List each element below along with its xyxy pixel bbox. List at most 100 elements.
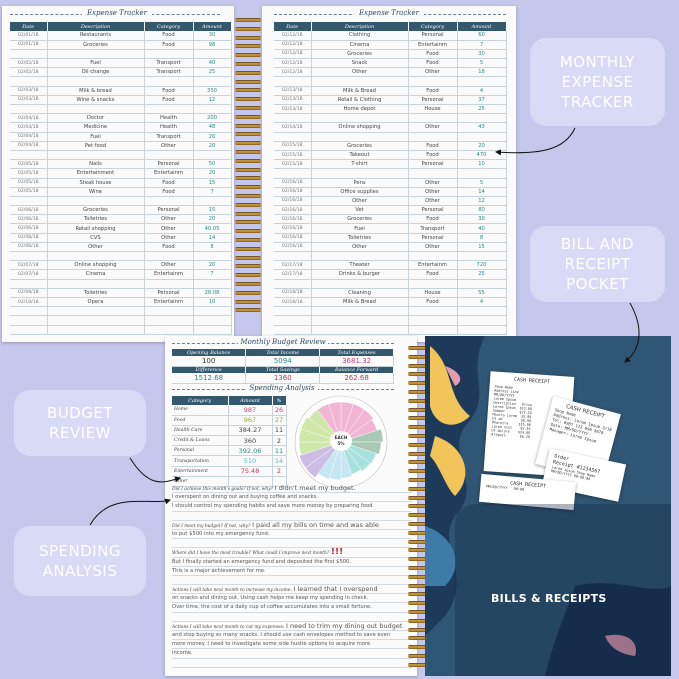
cell-amount: 967 (228, 415, 273, 426)
cell-description (47, 251, 145, 262)
cell-description (311, 306, 409, 317)
cell-date (10, 306, 48, 317)
reflection-answer: income. (172, 650, 193, 657)
cell-amount: 30 (193, 31, 232, 41)
cell-percent: 27 (272, 415, 287, 426)
pie-label-each: EACH (334, 435, 348, 440)
table-row: 02/05/18 Entertainment Entertainm 20 (10, 168, 232, 179)
spiral-ring (235, 264, 261, 269)
cell-category (144, 251, 194, 262)
callout-text: POCKET (566, 275, 629, 293)
spiral-ring (235, 53, 261, 58)
cell-amount: 40 (193, 58, 232, 69)
table-header-row: Date Description Category Amount (10, 22, 232, 31)
spiral-ring (408, 477, 434, 482)
cell-category: Home (172, 405, 229, 416)
table-row (274, 306, 507, 317)
cell-description (311, 325, 409, 335)
cell-amount: 360 (228, 435, 273, 447)
spiral-ring (235, 211, 261, 216)
table-row (10, 49, 232, 60)
table-row: Transportation 510 14 (172, 455, 287, 467)
cell-date (274, 132, 312, 142)
table-row (10, 150, 232, 161)
cell-date (10, 251, 48, 262)
cell-date: 02/06/18 (10, 242, 48, 253)
table-row (10, 315, 232, 326)
reflection-question: Where did I have the most trouble? What … (172, 551, 330, 557)
opening-balance-label: Opening Balance (172, 349, 247, 356)
pie-slice (340, 441, 371, 472)
cell-amount (193, 251, 232, 262)
table-row: 02/16/18 Other Other 12 (274, 196, 507, 207)
reflection-answer: I paid all my bills on time and was able (252, 520, 379, 529)
spiral-ring (408, 609, 434, 614)
cell-category: Other (408, 122, 458, 133)
callout-text: BUDGET (46, 404, 114, 422)
cell-date: 02/16/18 (274, 178, 312, 188)
callout-text: REVIEW (49, 424, 111, 442)
reflection-line: and stop buying so many snacks. I should… (172, 631, 412, 641)
cell-amount: 20 (193, 141, 232, 151)
spiral-ring (408, 557, 434, 562)
spiral-ring (408, 601, 434, 606)
cell-date: 02/13/18 (274, 95, 312, 106)
cell-description: Vet (311, 205, 409, 216)
spiral-ring (408, 618, 434, 623)
bottom-spiral-binding (408, 346, 434, 671)
cell-date: 02/16/18 (274, 196, 312, 207)
table-row (274, 132, 507, 142)
table-row: 02/04/18 Medicine Health 48 (10, 122, 232, 133)
cell-description: Pens (311, 178, 409, 188)
cell-description: Retail shopping (47, 223, 145, 234)
cell-date (274, 325, 312, 335)
cell-amount: 30 (457, 49, 507, 60)
cell-percent: 2 (272, 435, 287, 447)
cell-amount (457, 113, 507, 124)
cell-description (311, 279, 409, 289)
cell-category: Entertainm (144, 297, 194, 308)
spiral-ring (235, 193, 261, 198)
cell-amount: 4 (457, 86, 507, 96)
spiral-ring (235, 61, 261, 66)
cell-category: Transport (144, 58, 194, 69)
cell-category: Food (408, 58, 458, 69)
cell-amount: 55 (457, 288, 507, 298)
spiral-ring (235, 79, 261, 84)
cell-category: Other (408, 187, 458, 197)
spiral-ring (408, 486, 434, 491)
reflection-line: on snacks and dining out. Using cash hel… (172, 594, 412, 604)
table-row (10, 76, 232, 87)
cell-amount: 7 (193, 187, 232, 197)
cell-date: 02/14/18 (274, 122, 312, 133)
table-row: 02/10/18 Opera Entertainm 10 (10, 297, 232, 308)
callout-spending-analysis: SPENDING ANALYSIS (14, 526, 146, 596)
cell-category: Food (408, 214, 458, 225)
column-header-percent: % (272, 396, 287, 405)
cell-date: 02/16/18 (274, 187, 312, 197)
cell-category: Personal (144, 205, 194, 216)
reflection-answer: and stop buying so many snacks. I should… (172, 632, 391, 638)
expense-tracker-left-page: Expense Tracker Date Description Category A… (2, 6, 234, 342)
column-header-date: Date (274, 22, 312, 31)
cell-amount: 20 (193, 168, 232, 179)
table-row (274, 251, 507, 262)
cell-amount: 15 (193, 205, 232, 216)
cell-date: 02/15/18 (274, 141, 312, 151)
cell-date (10, 76, 48, 87)
reflection-line: Did I achieve this month's goals? If not… (172, 484, 412, 494)
cell-category: Transport (408, 223, 458, 234)
callout-text: ANALYSIS (42, 562, 118, 580)
cell-amount: 25 (193, 67, 232, 78)
cell-amount: 25 (457, 104, 507, 115)
cell-amount (228, 476, 273, 488)
cell-description: Drinks & burger (311, 269, 409, 280)
table-row: 02/01/18 Restaurants Food 30 (10, 31, 232, 41)
callout-text: MONTHLY (559, 53, 636, 71)
reflection-line: I overspent on dining out and buying cof… (172, 493, 412, 503)
cell-date (10, 104, 48, 115)
cell-date: 02/04/18 (10, 141, 48, 151)
bills-receipts-pocket[interactable]: CASH RECEIPT Shop Name Address Line MM/DD/… (425, 336, 671, 676)
table-header-row: Category Amount% (172, 396, 287, 405)
table-row: 02/03/18 Milk & bread Food 350 (10, 86, 232, 96)
